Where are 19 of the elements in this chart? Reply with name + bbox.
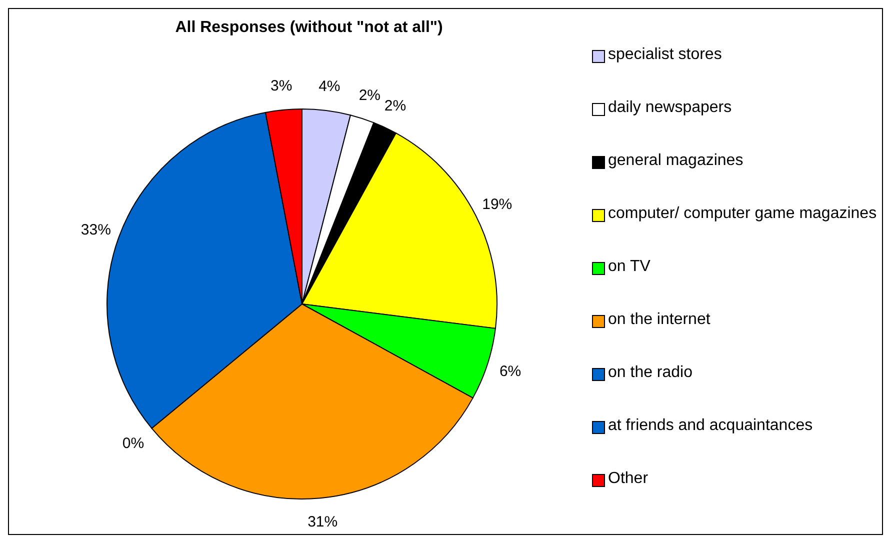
data-label: 19% (482, 196, 512, 214)
text: 0% (122, 435, 144, 452)
legend-label: Other (608, 470, 648, 488)
data-label: 33% (80, 221, 111, 238)
data-label: 2% (358, 87, 381, 104)
legend-label: on the internet (608, 311, 710, 329)
legend-label: daily newspapers (608, 99, 732, 117)
chart-title: All Responses (without "not at all") (174, 18, 444, 37)
legend-label: on the radio (608, 364, 693, 382)
data-label: 3% (270, 77, 292, 94)
legend-label: computer/ computer game magazines (608, 205, 877, 223)
legend-label: at friends and acquaintances (608, 417, 813, 435)
legend-label: on TV (608, 258, 650, 276)
legend-label: specialist stores (608, 46, 722, 64)
legend-label: general magazines (608, 152, 744, 170)
data-label: 2% (384, 97, 406, 114)
data-label: 31% (308, 514, 338, 531)
data-label: 6% (499, 363, 522, 380)
data-label: 4% (318, 78, 340, 96)
